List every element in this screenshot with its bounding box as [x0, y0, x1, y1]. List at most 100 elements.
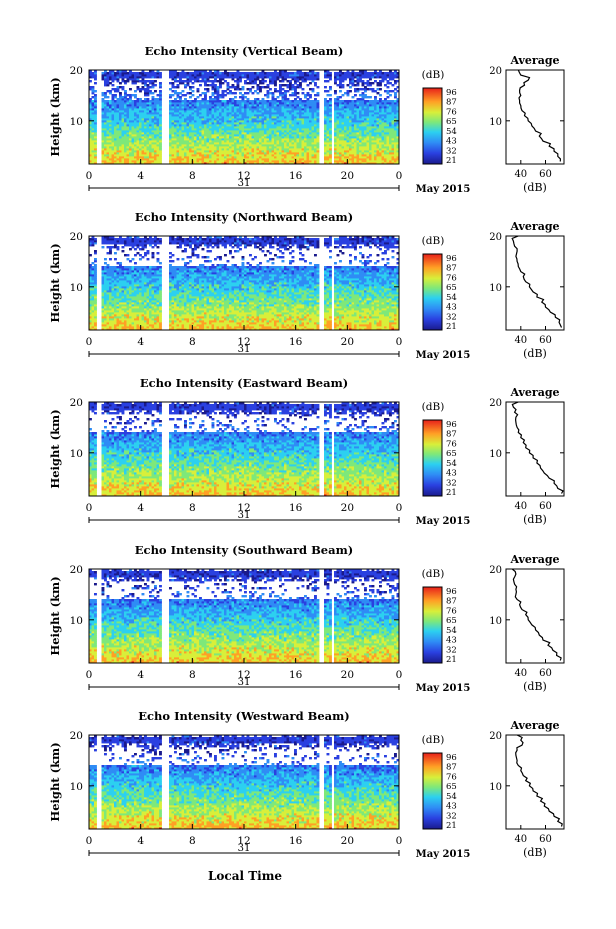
colorbar-tick-label: 54: [446, 792, 457, 802]
colorbar-tick-label: 54: [446, 127, 457, 137]
colorbar-tick-label: 43: [446, 469, 457, 479]
day-label: 31: [238, 344, 251, 355]
y-axis-label: Height (km): [48, 409, 62, 488]
x-tick-label: 16: [289, 669, 303, 681]
average-x-tick-label: 40: [514, 169, 527, 180]
average-title: Average: [509, 54, 559, 67]
x-tick-label: 12: [237, 669, 250, 681]
average-profile-line: [511, 568, 562, 661]
colorbar-tick-label: 43: [446, 636, 457, 646]
colorbar-tick-label: 87: [446, 763, 457, 773]
colorbar-tick-label: 96: [446, 420, 457, 430]
average-x-tick-label: 60: [539, 668, 552, 679]
colorbar-tick-label: 21: [446, 322, 457, 332]
date-label: May 2015: [416, 516, 471, 527]
y-tick-label: 20: [70, 231, 83, 243]
colorbar: [422, 87, 443, 165]
colorbar: [422, 752, 443, 830]
day-label: 31: [238, 510, 251, 521]
x-tick-label: 4: [137, 170, 144, 182]
x-tick-label: 4: [137, 336, 144, 348]
date-label: May 2015: [416, 849, 471, 860]
colorbar-tick-label: 87: [446, 98, 457, 108]
colorbar-tick-label: 87: [446, 430, 457, 440]
heatmap-cells: [89, 236, 400, 331]
average-profile-line: [517, 69, 562, 162]
average-x-tick-label: 60: [539, 335, 552, 346]
colorbar-label: (dB): [422, 235, 445, 247]
y-tick-label: 20: [70, 564, 83, 576]
colorbar-tick-label: 96: [446, 254, 457, 264]
x-tick-label: 0: [396, 336, 403, 348]
colorbar-tick-label: 65: [446, 117, 457, 127]
average-x-tick-label: 40: [514, 501, 527, 512]
x-tick-label: 20: [341, 835, 354, 847]
average-x-label: (dB): [523, 181, 547, 194]
average-y-tick-label: 20: [489, 232, 502, 243]
average-frame: [505, 568, 565, 664]
date-label: May 2015: [416, 683, 471, 694]
average-x-label: (dB): [523, 513, 547, 526]
colorbar-tick-label: 21: [446, 488, 457, 498]
x-tick-label: 4: [137, 669, 144, 681]
y-tick-label: 10: [70, 282, 83, 294]
x-tick-label: 12: [237, 170, 250, 182]
heatmap-cells: [89, 569, 400, 664]
x-tick-label: 4: [137, 502, 144, 514]
colorbar-tick-label: 54: [446, 293, 457, 303]
x-tick-label: 0: [396, 502, 403, 514]
x-tick-label: 8: [189, 502, 196, 514]
average-y-tick-label: 20: [489, 731, 502, 742]
x-tick-label: 0: [396, 170, 403, 182]
colorbar: [422, 419, 443, 497]
panel-0: Echo Intensity (Vertical Beam) Height (km…: [48, 44, 565, 195]
colorbar-tick-label: 54: [446, 459, 457, 469]
average-profile-line: [515, 734, 563, 827]
colorbar-tick-label: 54: [446, 626, 457, 636]
colorbar-tick-label: 32: [446, 478, 457, 488]
panel-title: Echo Intensity (Vertical Beam): [145, 44, 344, 58]
average-y-tick-label: 20: [489, 398, 502, 409]
average-title: Average: [509, 386, 559, 399]
x-tick-label: 20: [341, 336, 354, 348]
colorbar-tick-label: 76: [446, 606, 457, 616]
y-tick-label: 10: [70, 781, 83, 793]
y-tick-label: 20: [70, 397, 83, 409]
colorbar-tick-label: 76: [446, 107, 457, 117]
y-tick-label: 20: [70, 730, 83, 742]
x-tick-label: 0: [396, 835, 403, 847]
average-title: Average: [509, 719, 559, 732]
x-tick-label: 8: [189, 669, 196, 681]
panel-title: Echo Intensity (Eastward Beam): [140, 376, 348, 390]
colorbar-tick-label: 32: [446, 645, 457, 655]
average-y-tick-label: 10: [489, 782, 502, 793]
x-tick-label: 16: [289, 835, 303, 847]
average-x-tick-label: 40: [514, 834, 527, 845]
average-x-tick-label: 60: [539, 501, 552, 512]
average-y-tick-label: 20: [489, 565, 502, 576]
heatmap-cells: [89, 70, 400, 165]
colorbar-tick-label: 21: [446, 156, 457, 166]
average-frame: [505, 69, 565, 165]
colorbar-tick-label: 43: [446, 137, 457, 147]
x-tick-label: 12: [237, 336, 250, 348]
panel-1: Echo Intensity (Northward Beam) Height (k…: [48, 210, 565, 361]
average-title: Average: [509, 553, 559, 566]
day-label: 31: [238, 178, 251, 189]
y-tick-label: 10: [70, 448, 83, 460]
average-frame: [505, 235, 565, 331]
x-tick-label: 0: [86, 170, 93, 182]
day-label: 31: [238, 843, 251, 854]
panel-title: Echo Intensity (Westward Beam): [138, 709, 349, 723]
average-x-label: (dB): [523, 347, 547, 360]
date-label: May 2015: [416, 184, 471, 195]
y-tick-label: 10: [70, 116, 83, 128]
x-axis-label: Local Time: [208, 869, 282, 883]
date-label: May 2015: [416, 350, 471, 361]
x-tick-label: 4: [137, 835, 144, 847]
y-axis-label: Height (km): [48, 742, 62, 821]
average-profile-line: [511, 235, 563, 328]
x-tick-label: 0: [396, 669, 403, 681]
colorbar-tick-label: 76: [446, 439, 457, 449]
